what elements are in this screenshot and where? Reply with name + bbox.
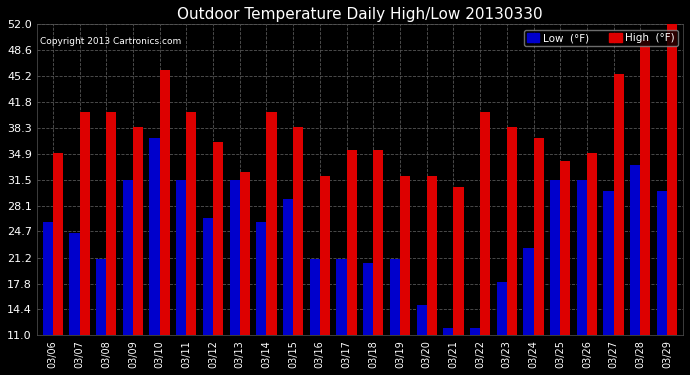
Bar (613, 74, 624, 335)
Bar (70, 233, 79, 335)
Bar (640, 40, 651, 335)
Text: Copyright 2013 Cartronics.com: Copyright 2013 Cartronics.com (40, 37, 181, 46)
Bar (657, 191, 667, 335)
Bar (363, 263, 373, 335)
Bar (256, 222, 266, 335)
Title: Outdoor Temperature Daily High/Low 20130330: Outdoor Temperature Daily High/Low 20130… (177, 7, 543, 22)
Bar (133, 127, 143, 335)
Bar (346, 150, 357, 335)
Legend: Low  (°F), High  (°F): Low (°F), High (°F) (524, 30, 678, 46)
Bar (470, 328, 480, 335)
Bar (337, 260, 346, 335)
Bar (123, 180, 133, 335)
Bar (604, 191, 613, 335)
Bar (523, 248, 533, 335)
Bar (417, 305, 426, 335)
Bar (667, 24, 677, 335)
Bar (53, 153, 63, 335)
Bar (630, 165, 640, 335)
Bar (507, 127, 517, 335)
Bar (266, 112, 277, 335)
Bar (150, 138, 159, 335)
Bar (560, 161, 571, 335)
Bar (587, 153, 597, 335)
Bar (373, 150, 384, 335)
Bar (79, 112, 90, 335)
Bar (96, 260, 106, 335)
Bar (43, 222, 53, 335)
Bar (497, 282, 507, 335)
Bar (400, 176, 410, 335)
Bar (186, 112, 197, 335)
Bar (213, 142, 223, 335)
Bar (453, 188, 464, 335)
Bar (550, 180, 560, 335)
Bar (390, 260, 400, 335)
Bar (239, 172, 250, 335)
Bar (533, 138, 544, 335)
Bar (106, 112, 117, 335)
Bar (320, 176, 330, 335)
Bar (310, 260, 320, 335)
Bar (283, 199, 293, 335)
Bar (159, 70, 170, 335)
Bar (203, 218, 213, 335)
Bar (480, 112, 491, 335)
Bar (577, 180, 587, 335)
Bar (176, 180, 186, 335)
Bar (293, 127, 304, 335)
Bar (426, 176, 437, 335)
Bar (443, 328, 453, 335)
Bar (230, 180, 239, 335)
